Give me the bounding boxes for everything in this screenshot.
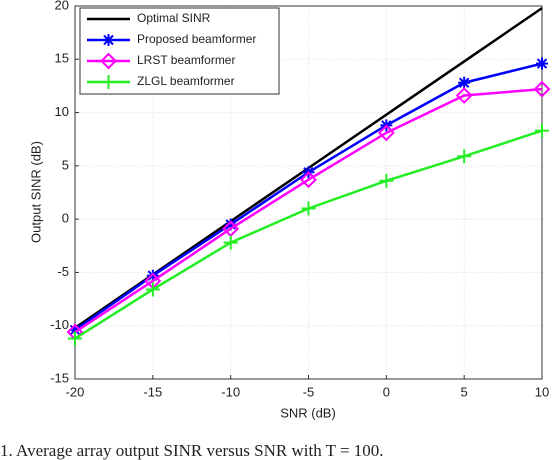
y-tick-label: 15	[55, 51, 69, 66]
y-tick-label: 20	[55, 0, 69, 12]
marker	[223, 235, 238, 250]
marker	[300, 171, 317, 189]
marker	[101, 75, 116, 89]
marker	[535, 123, 549, 138]
marker	[301, 201, 316, 216]
marker	[68, 331, 82, 346]
x-tick-label: -10	[221, 384, 240, 399]
marker	[145, 282, 160, 297]
legend-label: Proposed beamformer	[137, 32, 256, 46]
x-tick-label: -15	[143, 384, 162, 399]
marker	[533, 80, 551, 98]
marker	[536, 57, 548, 70]
marker	[455, 87, 473, 104]
plot-frame	[74, 5, 543, 380]
marker	[100, 52, 117, 70]
x-tick-label: 0	[383, 384, 390, 399]
marker-stroke	[103, 34, 114, 46]
y-tick-label: 5	[62, 157, 69, 172]
marker	[457, 149, 472, 164]
marker-stroke	[536, 58, 548, 69]
marker-shape	[455, 87, 473, 104]
y-tick-label: -10	[50, 317, 69, 332]
x-tick-label: -20	[66, 384, 85, 399]
marker-shape	[533, 80, 551, 98]
legend-label: Optimal SINR	[137, 11, 211, 25]
y-tick-label: -15	[50, 370, 69, 385]
x-tick-label: -5	[303, 384, 315, 399]
y-tick-label: 0	[62, 211, 69, 226]
x-axis-label: SNR (dB)	[280, 405, 336, 420]
caption: 1. Average array output SINR versus SNR …	[0, 441, 384, 460]
marker-stroke	[458, 77, 470, 88]
marker	[102, 34, 115, 46]
marker-shape	[100, 52, 117, 70]
y-axis-label: Output SINR (dB)	[28, 141, 43, 243]
legend-label: ZLGL beamformer	[137, 74, 235, 88]
x-tick-label: 5	[461, 384, 468, 399]
marker	[458, 76, 471, 89]
marker-stroke	[225, 219, 236, 230]
marker-shape	[300, 171, 317, 189]
marker-shape	[377, 124, 395, 142]
legend-label: LRST beamformer	[137, 53, 235, 67]
marker	[379, 173, 394, 188]
marker-stroke	[147, 270, 159, 281]
y-tick-label: -5	[57, 264, 69, 279]
x-tick-label: 10	[535, 384, 549, 399]
marker	[377, 124, 395, 142]
y-tick-label: 10	[55, 104, 69, 119]
legend-box	[79, 7, 280, 95]
series-line	[74, 87, 543, 334]
